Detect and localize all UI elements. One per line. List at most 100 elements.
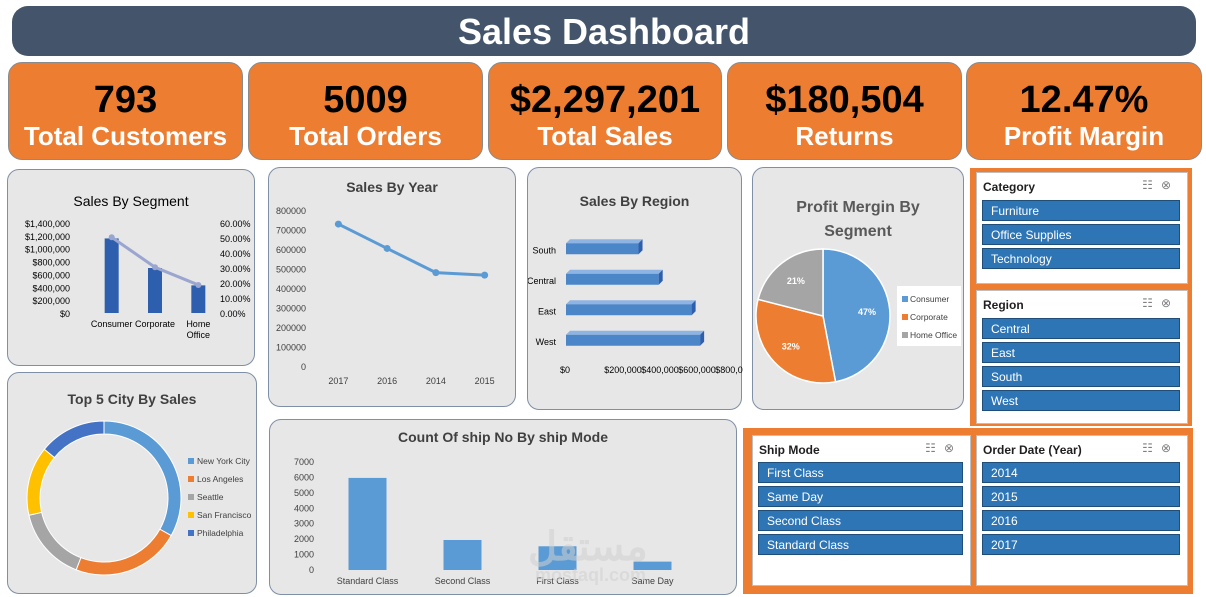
legend-label: Corporate	[910, 312, 948, 322]
slicer-item[interactable]: South	[982, 366, 1180, 387]
x-tick-label: Second Class	[435, 576, 491, 586]
slicer-title: Category	[983, 180, 1036, 194]
y-tick-label: Central	[528, 276, 556, 286]
chart-top-5-city: Top 5 City By Sales New York City Los Ang…	[7, 372, 257, 594]
clear-filter-icon[interactable]: ⊗	[1160, 441, 1179, 455]
y-tick-label: 500000	[276, 265, 306, 275]
kpi-card-total-orders: 5009 Total Orders	[248, 62, 483, 160]
slicer-item[interactable]: West	[982, 390, 1180, 411]
chart-sales-by-year: Sales By Year 800000 700000 600000 500000 40…	[268, 167, 516, 407]
slicer-title: Order Date (Year)	[983, 443, 1082, 457]
legend-label: San Francisco	[197, 510, 252, 520]
watermark-latin: mostaql.com	[535, 565, 647, 585]
pie-slice	[755, 298, 837, 384]
chart-title: Top 5 City By Sales	[67, 391, 197, 407]
kpi-card-total-customers: 793 Total Customers	[8, 62, 243, 160]
kpi-card-total-sales: $2,297,201 Total Sales	[488, 62, 722, 160]
slicer-item[interactable]: 2014	[982, 462, 1180, 483]
donut-segment	[103, 420, 182, 537]
y-tick-label: 2000	[294, 534, 314, 544]
slicer-item[interactable]: Technology	[982, 248, 1180, 269]
donut-segment	[75, 528, 172, 576]
region-chart-svg: South Central East West $0 $200,000 $400,000 $6…	[528, 239, 743, 375]
x-tick-label: Standard Class	[337, 576, 399, 586]
multi-select-icon[interactable]: ☷	[1142, 296, 1161, 310]
bar	[348, 477, 387, 570]
dashboard-title: Sales Dashboard	[12, 6, 1196, 56]
legend-label: Home Office	[910, 330, 957, 340]
slicer-item[interactable]: Furniture	[982, 200, 1180, 221]
kpi-value: $180,504	[765, 79, 924, 121]
legend-label: New York City	[197, 456, 251, 466]
bar	[566, 304, 692, 316]
legend-label: Seattle	[197, 492, 224, 502]
bar-top	[566, 239, 643, 244]
y-tick-label: 200000	[276, 323, 306, 333]
bar-top	[566, 330, 705, 335]
y-tick-label: 700000	[276, 226, 306, 236]
slicer-item[interactable]: First Class	[758, 462, 963, 483]
chart-title: Sales By Region	[579, 193, 690, 209]
kpi-value: 5009	[323, 79, 408, 121]
y-tick-label: 300000	[276, 304, 306, 314]
slicer-item[interactable]: Same Day	[758, 486, 963, 507]
y-tick-label: 7000	[294, 457, 314, 467]
multi-select-icon[interactable]: ☷	[925, 441, 944, 455]
x-tick-label: $400,000	[641, 365, 679, 375]
x-tick-label: Consumer	[91, 319, 133, 329]
x-tick-label: $800,000	[715, 365, 743, 375]
year-chart-svg: 800000 700000 600000 500000 400000 300000 2000…	[276, 206, 495, 386]
slicer-item[interactable]: 2016	[982, 510, 1180, 531]
legend-swatch	[902, 296, 908, 302]
slicer-item[interactable]: Second Class	[758, 510, 963, 531]
segment-chart-svg: $1,400,000 $1,200,000 $1,000,000 $800,000 $6…	[25, 219, 251, 340]
y-tick-label: $600,000	[32, 270, 70, 280]
y-tick-label: 3000	[294, 519, 314, 529]
legend-label: Philadelphia	[197, 528, 244, 538]
slicer-title: Ship Mode	[759, 443, 820, 457]
x-tick-label: Same Day	[631, 576, 674, 586]
clear-filter-icon[interactable]: ⊗	[1160, 296, 1179, 310]
x-tick-label: 2015	[475, 376, 495, 386]
y-tick-label: East	[538, 306, 557, 316]
bar	[191, 285, 206, 313]
pie-slice	[822, 248, 891, 383]
clear-filter-icon[interactable]: ⊗	[1160, 178, 1179, 192]
y-tick-label: 600000	[276, 245, 306, 255]
y-tick-label: $400,000	[32, 283, 70, 293]
watermark-arabic: مستقل	[528, 525, 648, 569]
clear-filter-icon[interactable]: ⊗	[943, 441, 962, 455]
legend-label: Consumer	[910, 294, 949, 304]
bar-side	[691, 300, 696, 316]
x-tick-label: 2017	[328, 376, 348, 386]
chart-title: Sales By Year	[346, 179, 438, 195]
legend-swatch	[188, 476, 194, 482]
slicer-item[interactable]: Central	[982, 318, 1180, 339]
bar-side	[658, 269, 663, 285]
y-tick-label: $1,200,000	[25, 232, 70, 242]
line-point	[195, 281, 202, 288]
kpi-card-profit-margin: 12.47% Profit Margin	[966, 62, 1202, 160]
donut-segment	[26, 448, 56, 516]
pie-slice	[757, 248, 824, 317]
slicer-item[interactable]: Office Supplies	[982, 224, 1180, 245]
chart-title: Count Of ship No By ship Mode	[398, 429, 608, 445]
bar	[633, 561, 672, 570]
legend-swatch	[188, 530, 194, 536]
y-tick-label: 800000	[276, 206, 306, 216]
multi-select-icon[interactable]: ☷	[1142, 178, 1161, 192]
slicer-item[interactable]: East	[982, 342, 1180, 363]
multi-select-icon[interactable]: ☷	[1142, 441, 1161, 455]
bar	[566, 273, 659, 285]
slicer-order-date-year: Order Date (Year) ☷⊗ 2014 2015 2016 2017	[976, 435, 1188, 586]
x-tick-label: $200,000	[604, 365, 642, 375]
slicer-item[interactable]: 2017	[982, 534, 1180, 555]
line-point	[152, 264, 158, 271]
slicer-item[interactable]: 2015	[982, 486, 1180, 507]
y-tick-label: 4000	[294, 503, 314, 513]
y2-tick-label: 60.00%	[220, 219, 251, 229]
slicer-item[interactable]: Standard Class	[758, 534, 963, 555]
legend-swatch	[188, 512, 194, 518]
ship-mode-chart-svg: 7000 6000 5000 4000 3000 2000 1000 0 Standard Cl…	[294, 457, 674, 586]
y-tick-label: West	[536, 337, 557, 347]
